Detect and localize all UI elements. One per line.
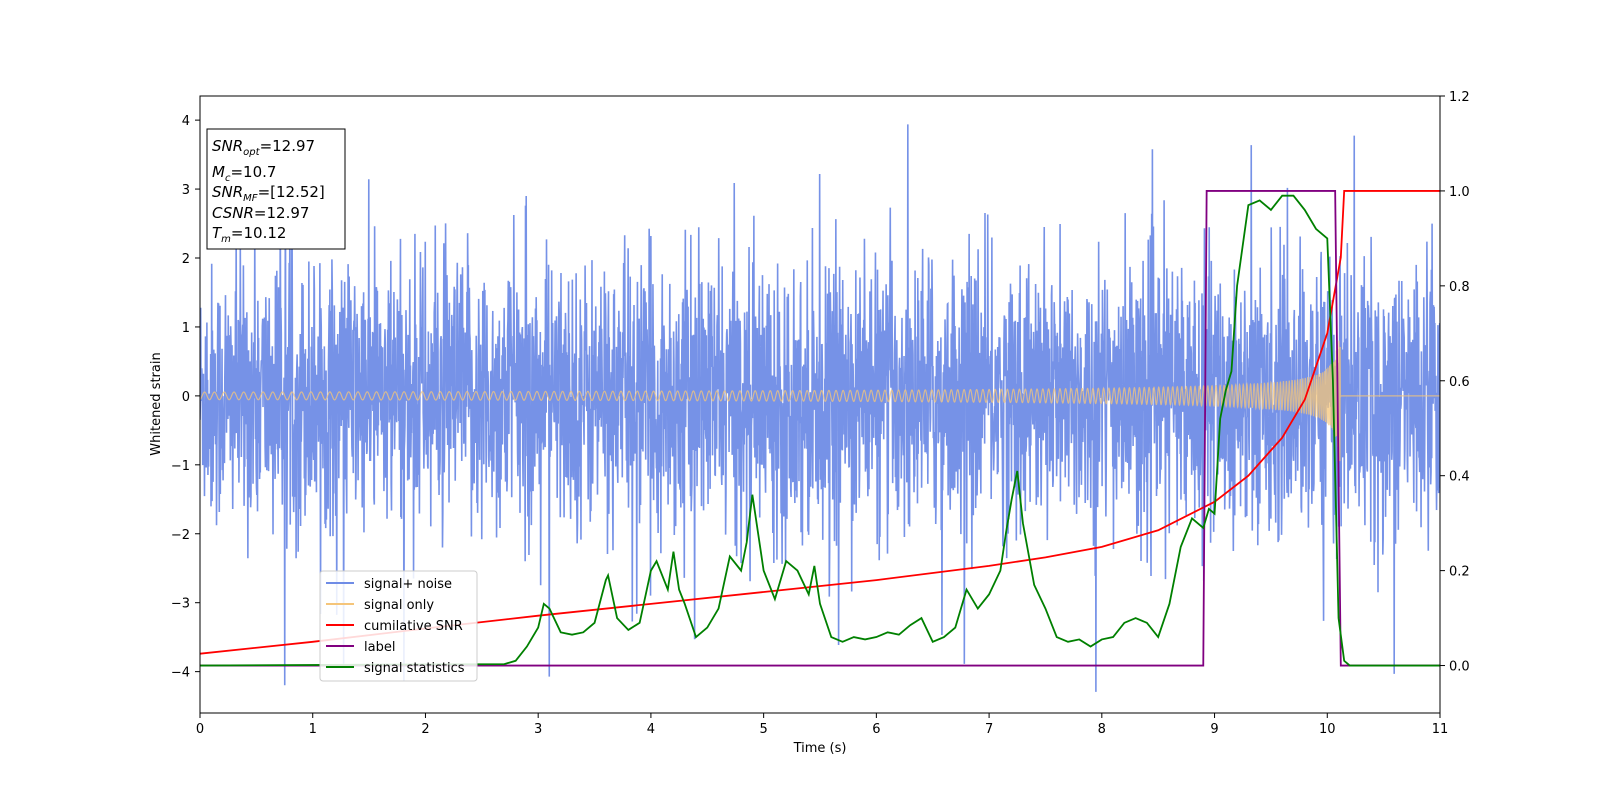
axes-frame (199, 95, 1441, 714)
legend: signal+ noise signal only cumilative SNR… (319, 570, 478, 682)
y-right-axis-ticks: 0.0 0.2 0.4 0.6 0.8 1.0 1.2 (1440, 90, 1470, 675)
legend-label-label: label (364, 640, 395, 655)
x-tick-label: 7 (985, 722, 993, 737)
signal-statistics-series (200, 194, 1440, 667)
x-tick-label: 3 (534, 722, 542, 737)
y-left-tick-label: 2 (182, 252, 190, 267)
y-right-tick-label: 0.6 (1449, 375, 1470, 390)
svg-text:SNRopt=12.97: SNRopt=12.97 (212, 137, 315, 158)
y-right-tick-label: 1.0 (1449, 185, 1470, 200)
cumulative-snr-series (200, 190, 1440, 655)
signal-only-series (200, 340, 1440, 462)
svg-text:SNRMF=[12.52]: SNRMF=[12.52] (212, 183, 325, 204)
x-tick-label: 1 (309, 722, 317, 737)
y-left-tick-label: −2 (171, 528, 190, 543)
y-right-tick-label: 0.0 (1449, 660, 1470, 675)
x-axis-label: Time (s) (793, 741, 847, 756)
x-tick-label: 5 (759, 722, 767, 737)
stats-annotation: SNRopt=12.97 Mc=10.7 SNRMF=[12.52] CSNR=… (206, 128, 346, 250)
x-tick-label: 4 (647, 722, 655, 737)
legend-label-stat: signal statistics (364, 661, 465, 676)
y-left-tick-label: −1 (171, 459, 190, 474)
y-left-tick-label: 1 (182, 321, 190, 336)
y-right-tick-label: 0.8 (1449, 280, 1470, 295)
svg-text:Tm=10.12: Tm=10.12 (212, 224, 286, 245)
y-left-tick-label: 4 (182, 114, 190, 129)
legend-label-signal: signal only (364, 598, 434, 613)
x-tick-label: 2 (421, 722, 429, 737)
x-tick-label: 0 (196, 722, 204, 737)
x-tick-label: 8 (1098, 722, 1106, 737)
y-left-axis-ticks: 4 3 2 1 0 −1 −2 −3 −4 (171, 114, 200, 681)
svg-text:Mc=10.7: Mc=10.7 (212, 163, 276, 184)
legend-label-csnr: cumilative SNR (364, 619, 463, 634)
x-tick-label: 6 (872, 722, 880, 737)
svg-text:CSNR=12.97: CSNR=12.97 (212, 204, 309, 222)
x-tick-label: 10 (1319, 722, 1336, 737)
y-axis-label: Whitened strain (149, 352, 164, 455)
x-tick-label: 11 (1432, 722, 1449, 737)
x-axis-ticks: 0 1 2 3 4 5 6 7 8 9 10 11 (196, 713, 1448, 737)
legend-label-noise: signal+ noise (364, 577, 452, 592)
y-left-tick-label: 0 (182, 390, 190, 405)
y-left-tick-label: 3 (182, 183, 190, 198)
y-left-tick-label: −3 (171, 597, 190, 612)
y-left-tick-label: −4 (171, 666, 190, 681)
y-right-tick-label: 0.2 (1449, 565, 1470, 580)
y-right-tick-label: 1.2 (1449, 90, 1470, 105)
plot-area (200, 124, 1440, 692)
y-right-tick-label: 0.4 (1449, 470, 1470, 485)
x-tick-label: 9 (1210, 722, 1218, 737)
